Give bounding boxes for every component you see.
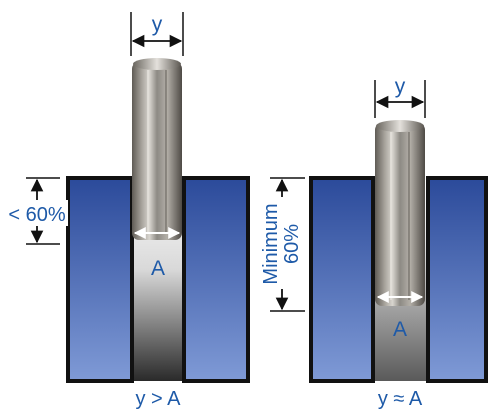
left-block-right bbox=[182, 176, 250, 383]
left-block-left bbox=[66, 176, 134, 383]
right-assembly: y Minimum 60% A y ≈ A bbox=[251, 75, 488, 410]
right-block-left bbox=[309, 176, 375, 383]
right-pin bbox=[375, 120, 425, 306]
right-top-dimension-label: y bbox=[395, 75, 406, 98]
right-caption: y ≈ A bbox=[378, 388, 423, 410]
right-side-label-line1: Minimum bbox=[260, 203, 282, 284]
right-side-label-line2: 60% bbox=[281, 224, 303, 264]
left-side-percentage-label: < 60% bbox=[8, 204, 65, 226]
left-top-dimension-label: y bbox=[152, 13, 163, 36]
right-block-right bbox=[426, 176, 488, 383]
left-pin bbox=[132, 58, 182, 240]
left-assembly: y < 60% A y > A bbox=[6, 12, 250, 410]
right-bottom-dimension-label: A bbox=[393, 318, 407, 341]
left-bottom-dimension-label: A bbox=[151, 257, 165, 280]
left-caption: y > A bbox=[135, 388, 181, 410]
